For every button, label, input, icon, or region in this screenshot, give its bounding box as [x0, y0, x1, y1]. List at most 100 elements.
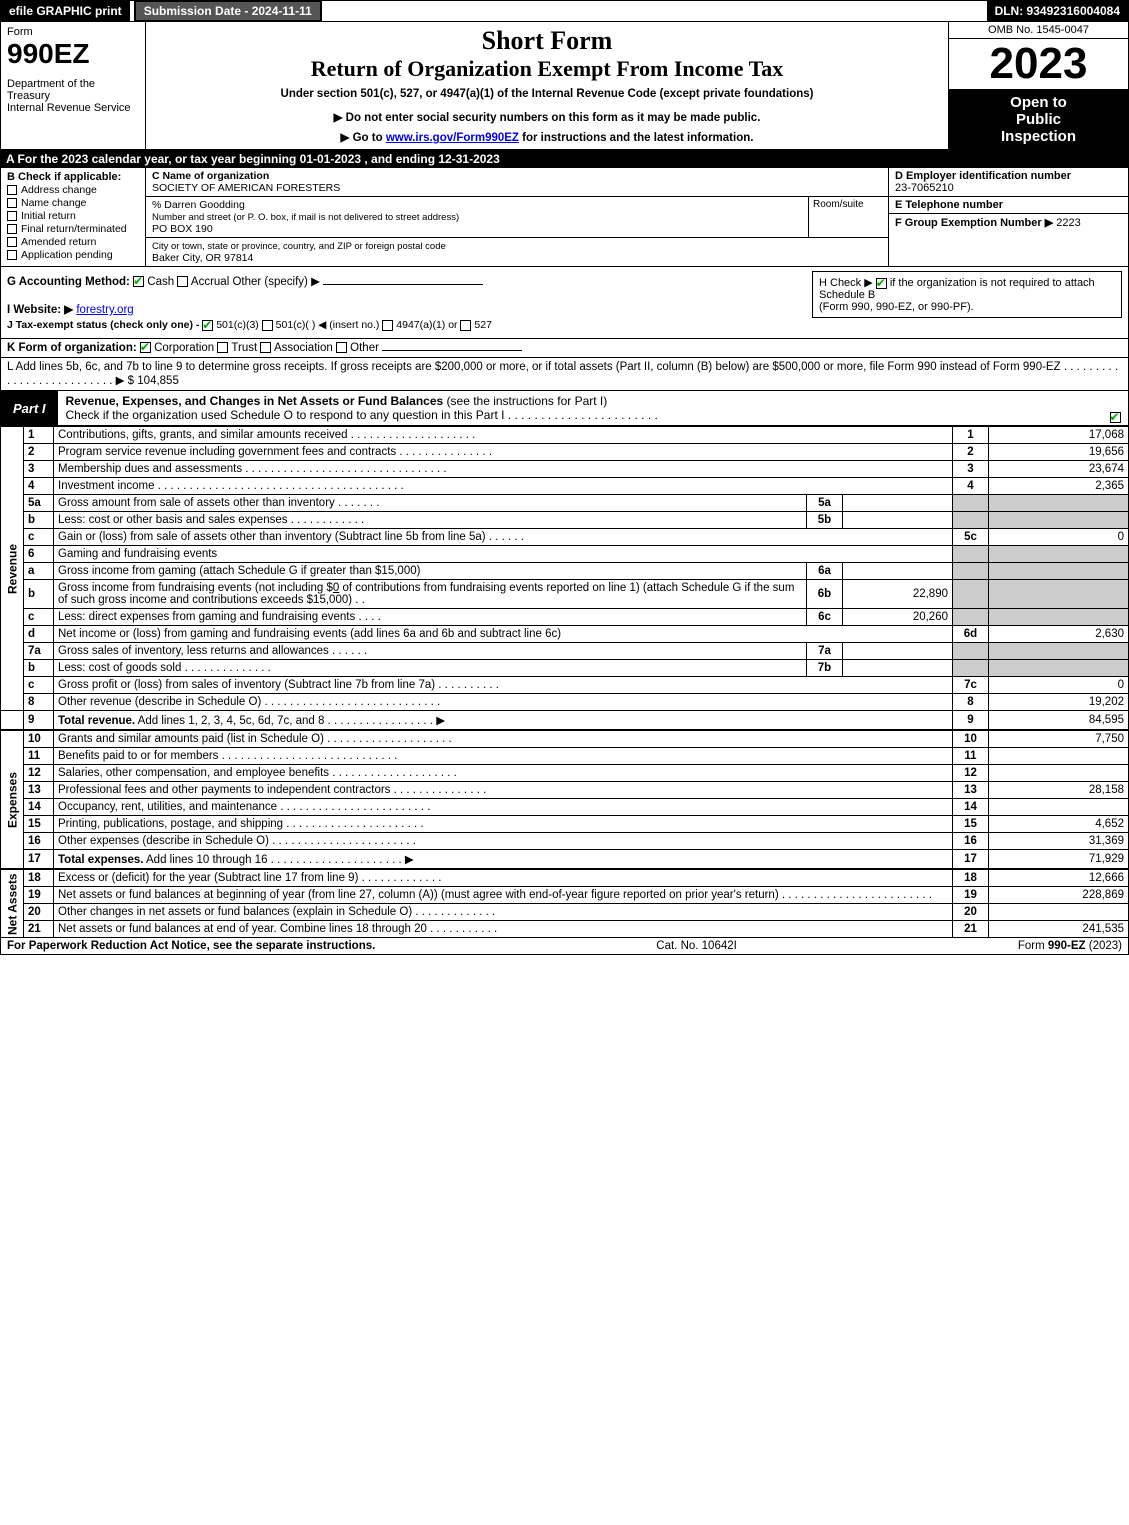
- open-to-public: Open to Public Inspection: [949, 90, 1128, 149]
- line-3: 3 Membership dues and assessments . . . …: [1, 461, 1129, 478]
- chk-final-return[interactable]: Final return/terminated: [7, 223, 139, 235]
- part1-label: Part I: [1, 391, 58, 425]
- group-exemption-value: 2223: [1056, 217, 1080, 229]
- line-7c: c Gross profit or (loss) from sales of i…: [1, 677, 1129, 694]
- form-version: Form 990-EZ (2023): [1018, 940, 1122, 952]
- line-9: 9 Total revenue. Add lines 1, 2, 3, 4, 5…: [1, 711, 1129, 730]
- cat-no: Cat. No. 10642I: [656, 940, 737, 952]
- line-6b: b Gross income from fundraising events (…: [1, 580, 1129, 609]
- expenses-sidelabel: Expenses: [1, 731, 24, 869]
- netassets-sidelabel: Net Assets: [1, 870, 24, 938]
- line-5c: c Gain or (loss) from sale of assets oth…: [1, 529, 1129, 546]
- org-name-label: C Name of organization: [152, 170, 269, 182]
- section-b: B Check if applicable: Address change Na…: [1, 168, 146, 266]
- org-name: SOCIETY OF AMERICAN FORESTERS: [152, 182, 340, 194]
- header-center: Short Form Return of Organization Exempt…: [146, 22, 948, 149]
- chk-association[interactable]: [260, 342, 271, 353]
- line-6d: d Net income or (loss) from gaming and f…: [1, 626, 1129, 643]
- line-10: Expenses 10 Grants and similar amounts p…: [1, 731, 1129, 748]
- line-6a: a Gross income from gaming (attach Sched…: [1, 563, 1129, 580]
- line-13: 13 Professional fees and other payments …: [1, 782, 1129, 799]
- chk-501c3[interactable]: [202, 320, 213, 331]
- form-label: Form: [7, 26, 139, 38]
- care-of: % Darren Goodding: [152, 199, 245, 211]
- goto-link[interactable]: ▶ Go to www.irs.gov/Form990EZ for instru…: [154, 130, 940, 144]
- section-b-label: B Check if applicable:: [7, 171, 139, 183]
- street-value: PO BOX 190: [152, 223, 213, 235]
- line-17: 17 Total expenses. Add lines 10 through …: [1, 850, 1129, 869]
- chk-initial-return[interactable]: Initial return: [7, 210, 139, 222]
- under-section: Under section 501(c), 527, or 4947(a)(1)…: [154, 88, 940, 100]
- group-exemption-label: F Group Exemption Number ▶: [895, 217, 1053, 229]
- revenue-sidelabel: Revenue: [1, 427, 24, 711]
- ssn-warning: ▶ Do not enter social security numbers o…: [154, 110, 940, 124]
- dept-treasury: Department of the Treasury: [7, 78, 139, 102]
- website-link[interactable]: forestry.org: [76, 304, 133, 316]
- form-header: Form 990EZ Department of the Treasury In…: [0, 22, 1129, 150]
- chk-4947[interactable]: [382, 320, 393, 331]
- revenue-table: Revenue 1 Contributions, gifts, grants, …: [0, 426, 1129, 730]
- section-d: D Employer identification number 23-7065…: [889, 168, 1128, 197]
- expenses-table: Expenses 10 Grants and similar amounts p…: [0, 730, 1129, 869]
- section-def: D Employer identification number 23-7065…: [888, 168, 1128, 266]
- chk-application-pending[interactable]: Application pending: [7, 249, 139, 261]
- line-5a: 5a Gross amount from sale of assets othe…: [1, 495, 1129, 512]
- chk-amended-return[interactable]: Amended return: [7, 236, 139, 248]
- line-14: 14 Occupancy, rent, utilities, and maint…: [1, 799, 1129, 816]
- line-7b: b Less: cost of goods sold . . . . . . .…: [1, 660, 1129, 677]
- line-12: 12 Salaries, other compensation, and emp…: [1, 765, 1129, 782]
- chk-trust[interactable]: [217, 342, 228, 353]
- chk-527[interactable]: [460, 320, 471, 331]
- open-line2: Public: [949, 111, 1128, 128]
- line-1: Revenue 1 Contributions, gifts, grants, …: [1, 427, 1129, 444]
- irs-url[interactable]: www.irs.gov/Form990EZ: [386, 132, 519, 144]
- chk-address-change[interactable]: Address change: [7, 184, 139, 196]
- chk-501c[interactable]: [262, 320, 273, 331]
- chk-other-org[interactable]: [336, 342, 347, 353]
- part1-check[interactable]: [1102, 391, 1128, 425]
- chk-name-change[interactable]: Name change: [7, 197, 139, 209]
- header-left: Form 990EZ Department of the Treasury In…: [1, 22, 146, 149]
- room-suite: Room/suite: [808, 197, 888, 237]
- line-2: 2 Program service revenue including gove…: [1, 444, 1129, 461]
- line-6: 6 Gaming and fundraising events: [1, 546, 1129, 563]
- line-15: 15 Printing, publications, postage, and …: [1, 816, 1129, 833]
- open-line3: Inspection: [949, 128, 1128, 145]
- section-c: C Name of organization SOCIETY OF AMERIC…: [146, 168, 888, 266]
- netassets-table: Net Assets 18 Excess or (deficit) for th…: [0, 869, 1129, 938]
- phone-label: E Telephone number: [895, 199, 1003, 211]
- block-bcdef: B Check if applicable: Address change Na…: [0, 168, 1129, 267]
- short-form-title: Short Form: [154, 26, 940, 56]
- form-number: 990EZ: [7, 38, 139, 70]
- chk-corporation[interactable]: [140, 342, 151, 353]
- part1-header: Part I Revenue, Expenses, and Changes in…: [0, 391, 1129, 426]
- org-name-row: C Name of organization SOCIETY OF AMERIC…: [146, 168, 888, 197]
- chk-accrual[interactable]: [177, 276, 188, 287]
- line-18: Net Assets 18 Excess or (deficit) for th…: [1, 870, 1129, 887]
- line-5b: b Less: cost or other basis and sales ex…: [1, 512, 1129, 529]
- line-16: 16 Other expenses (describe in Schedule …: [1, 833, 1129, 850]
- top-bar: efile GRAPHIC print Submission Date - 20…: [0, 0, 1129, 22]
- open-line1: Open to: [949, 94, 1128, 111]
- section-l: L Add lines 5b, 6c, and 7b to line 9 to …: [0, 358, 1129, 391]
- omb-number: OMB No. 1545-0047: [949, 22, 1128, 39]
- tax-year: 2023: [949, 39, 1128, 90]
- ein-value: 23-7065210: [895, 182, 954, 194]
- chk-schedule-b[interactable]: [876, 278, 887, 289]
- paperwork-notice: For Paperwork Reduction Act Notice, see …: [7, 940, 375, 952]
- line-21: 21 Net assets or fund balances at end of…: [1, 921, 1129, 938]
- chk-cash[interactable]: [133, 276, 144, 287]
- submission-date: Submission Date - 2024-11-11: [134, 0, 322, 22]
- irs-label: Internal Revenue Service: [7, 102, 139, 114]
- dln-label: DLN: 93492316004084: [987, 1, 1128, 21]
- header-right: OMB No. 1545-0047 2023 Open to Public In…: [948, 22, 1128, 149]
- line-8: 8 Other revenue (describe in Schedule O)…: [1, 694, 1129, 711]
- efile-label: efile GRAPHIC print: [1, 1, 130, 21]
- street-label: Number and street (or P. O. box, if mail…: [152, 212, 459, 223]
- city-row: City or town, state or province, country…: [146, 238, 888, 266]
- section-h: H Check ▶ if the organization is not req…: [812, 271, 1122, 318]
- street-row: % Darren Goodding Number and street (or …: [146, 197, 888, 238]
- return-title: Return of Organization Exempt From Incom…: [154, 56, 940, 82]
- footer: For Paperwork Reduction Act Notice, see …: [0, 938, 1129, 955]
- gross-receipts: 104,855: [137, 375, 179, 387]
